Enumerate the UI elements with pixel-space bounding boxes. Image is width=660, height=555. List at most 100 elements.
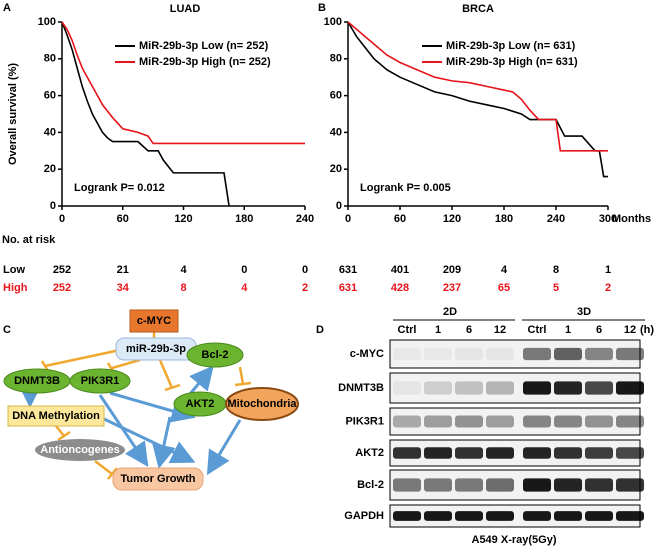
blot-band bbox=[486, 511, 514, 521]
panel-label: D bbox=[316, 324, 324, 336]
blot-band bbox=[393, 511, 421, 521]
blot-band bbox=[523, 381, 551, 395]
blot-band bbox=[455, 381, 483, 395]
blot-band bbox=[424, 478, 452, 492]
blot-strip bbox=[389, 339, 641, 369]
blot-band bbox=[616, 415, 644, 428]
lane-label: Ctrl bbox=[528, 324, 547, 336]
y-tick-label: 40 bbox=[44, 126, 56, 138]
blot-band bbox=[523, 447, 551, 459]
panel-label: C bbox=[3, 324, 11, 336]
node-label: DNMT3B bbox=[14, 375, 60, 387]
x-tick-label: 180 bbox=[235, 213, 253, 225]
chart-title: LUAD bbox=[170, 3, 201, 15]
risk-count: 21 bbox=[117, 264, 129, 276]
blot-band bbox=[585, 511, 613, 521]
lane-label: 6 bbox=[466, 324, 472, 336]
y-tick-label: 0 bbox=[50, 200, 56, 212]
survival-curve bbox=[347, 21, 608, 152]
node-box bbox=[35, 439, 125, 461]
blot-strip bbox=[389, 407, 641, 436]
survival-curve bbox=[61, 21, 305, 145]
risk-count: 2 bbox=[605, 282, 611, 294]
diagram-nodes: c-MYC miR-29b-3p Bcl-2 DNMT3B PIK3R1 AKT… bbox=[3, 309, 299, 491]
blot-band bbox=[616, 347, 644, 361]
risk-row-label: Low bbox=[3, 264, 25, 276]
node-label: c-MYC bbox=[137, 315, 171, 327]
node-box bbox=[186, 342, 244, 368]
node-label: AKT2 bbox=[186, 398, 215, 410]
node-box bbox=[7, 405, 105, 427]
risk-count: 1 bbox=[605, 264, 611, 276]
blot-band bbox=[523, 415, 551, 428]
blot-band bbox=[585, 447, 613, 459]
y-tick-label: 100 bbox=[324, 16, 342, 28]
blot-band bbox=[585, 415, 613, 428]
risk-table-title: No. at risk bbox=[2, 234, 56, 246]
lane-label: 12 bbox=[494, 324, 506, 336]
node-label: Mitochondria bbox=[227, 398, 297, 410]
legend-label: MiR-29b-3p Low (n= 252) bbox=[139, 40, 269, 52]
blot-band bbox=[523, 478, 551, 492]
survival-curve bbox=[347, 21, 608, 178]
panel-label: A bbox=[3, 2, 11, 14]
risk-count: 631 bbox=[339, 282, 357, 294]
annotation: Logrank P= 0.012 bbox=[74, 182, 165, 194]
y-tick-label: 100 bbox=[38, 16, 56, 28]
y-tick-label: 20 bbox=[44, 163, 56, 175]
blot-band bbox=[486, 347, 514, 361]
blot-band bbox=[523, 511, 551, 521]
blot-band bbox=[554, 447, 582, 459]
legend-label: MiR-29b-3p Low (n= 631) bbox=[446, 40, 576, 52]
blot-band bbox=[455, 511, 483, 521]
risk-count: 8 bbox=[180, 282, 186, 294]
x-axis-label: Months bbox=[612, 213, 651, 225]
lane-label: 6 bbox=[596, 324, 602, 336]
blot-band bbox=[393, 347, 421, 361]
risk-count: 8 bbox=[553, 264, 559, 276]
blot-band bbox=[554, 347, 582, 361]
blot-band bbox=[455, 347, 483, 361]
blot-band bbox=[424, 415, 452, 428]
y-axis-label: Overall survival (%) bbox=[7, 63, 19, 165]
lane-label: 12 bbox=[624, 324, 636, 336]
node-label: Tumor Growth bbox=[121, 473, 196, 485]
blot-band bbox=[486, 381, 514, 395]
x-tick-label: 60 bbox=[117, 213, 129, 225]
x-tick-label: 120 bbox=[443, 213, 461, 225]
blot-band bbox=[585, 347, 613, 361]
blot-band bbox=[616, 511, 644, 521]
blot-band bbox=[393, 478, 421, 492]
blot-band bbox=[616, 381, 644, 395]
chart-title: BRCA bbox=[462, 3, 494, 15]
risk-count: 4 bbox=[241, 282, 248, 294]
blot-band bbox=[585, 478, 613, 492]
x-tick-label: 0 bbox=[59, 213, 65, 225]
risk-count: 631 bbox=[339, 264, 357, 276]
risk-count: 0 bbox=[241, 264, 247, 276]
blot-row-label: AKT2 bbox=[355, 447, 384, 459]
blot-band bbox=[486, 415, 514, 428]
survival-curve bbox=[61, 21, 230, 207]
x-tick-label: 180 bbox=[495, 213, 513, 225]
blot-band bbox=[455, 478, 483, 492]
blot-band bbox=[616, 478, 644, 492]
risk-count: 34 bbox=[117, 282, 130, 294]
risk-count: 237 bbox=[443, 282, 461, 294]
y-tick-label: 40 bbox=[330, 126, 342, 138]
node-box bbox=[112, 467, 204, 491]
blot-band bbox=[585, 381, 613, 395]
node-label: DNA Methylation bbox=[12, 410, 100, 422]
node-label: Antioncogenes bbox=[40, 444, 119, 456]
risk-count: 0 bbox=[302, 264, 308, 276]
node-label: PIK3R1 bbox=[81, 375, 120, 387]
panel-label: B bbox=[318, 2, 326, 14]
legend-label: MiR-29b-3p High (n= 252) bbox=[139, 56, 271, 68]
x-tick-label: 300 bbox=[599, 213, 617, 225]
blot-band bbox=[523, 347, 551, 361]
blot-band bbox=[554, 381, 582, 395]
blot-band bbox=[486, 478, 514, 492]
diagram-connectors bbox=[18, 332, 252, 480]
node-box bbox=[129, 309, 179, 333]
